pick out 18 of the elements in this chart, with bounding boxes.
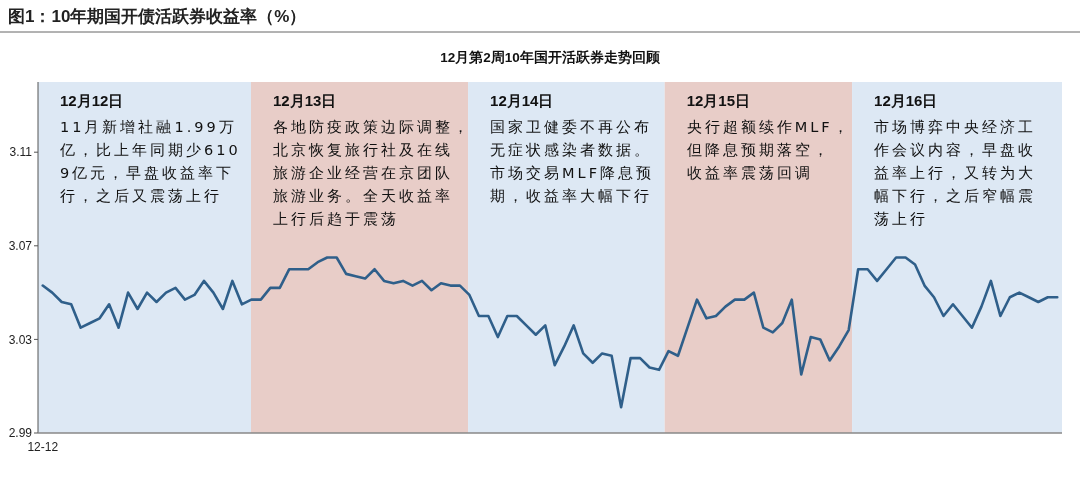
x-tick-label: 12-12 bbox=[27, 440, 59, 454]
annotation: 12月13日 bbox=[272, 92, 337, 109]
annotation: 央行超额续作MLF，但降息预期落空，收益率震荡回调 bbox=[686, 119, 851, 181]
y-tick-label: 3.07 bbox=[8, 239, 33, 253]
chart-subtitle: 12月第2周10年国开活跃券走势回顾 bbox=[440, 50, 661, 65]
annotation: 12月14日 bbox=[490, 92, 554, 109]
annotation: 各地防疫政策边际调整，北京恢复旅行社及在线旅游企业经营在京团队旅游业务。全天收益率上行后趋于震荡 bbox=[272, 119, 471, 227]
annotation: 12月16日 bbox=[874, 92, 938, 109]
annotation: 12月15日 bbox=[686, 92, 751, 109]
annotation: 11月新增社融1.99万亿，比上年同期少6109亿元，早盘收益率下行，之后又震荡上行 bbox=[59, 119, 241, 204]
chart-title: 图1：10年期国开债活跃券收益率（%） bbox=[8, 7, 307, 26]
annotation: 市场博弈中央经济工作会议内容，早盘收益率上行，又转为大幅下行，之后窄幅震荡上行 bbox=[873, 119, 1037, 227]
annotation: 国家卫健委不再公布无症状感染者数据。市场交易MLF降息预期，收益率大幅下行 bbox=[490, 119, 655, 204]
y-tick-label: 2.99 bbox=[8, 426, 33, 441]
line-series bbox=[41, 256, 1059, 409]
y-tick-label: 3.11 bbox=[9, 145, 33, 160]
annotation: 12月12日 bbox=[60, 92, 124, 109]
y-tick-label: 3.03 bbox=[8, 332, 33, 347]
